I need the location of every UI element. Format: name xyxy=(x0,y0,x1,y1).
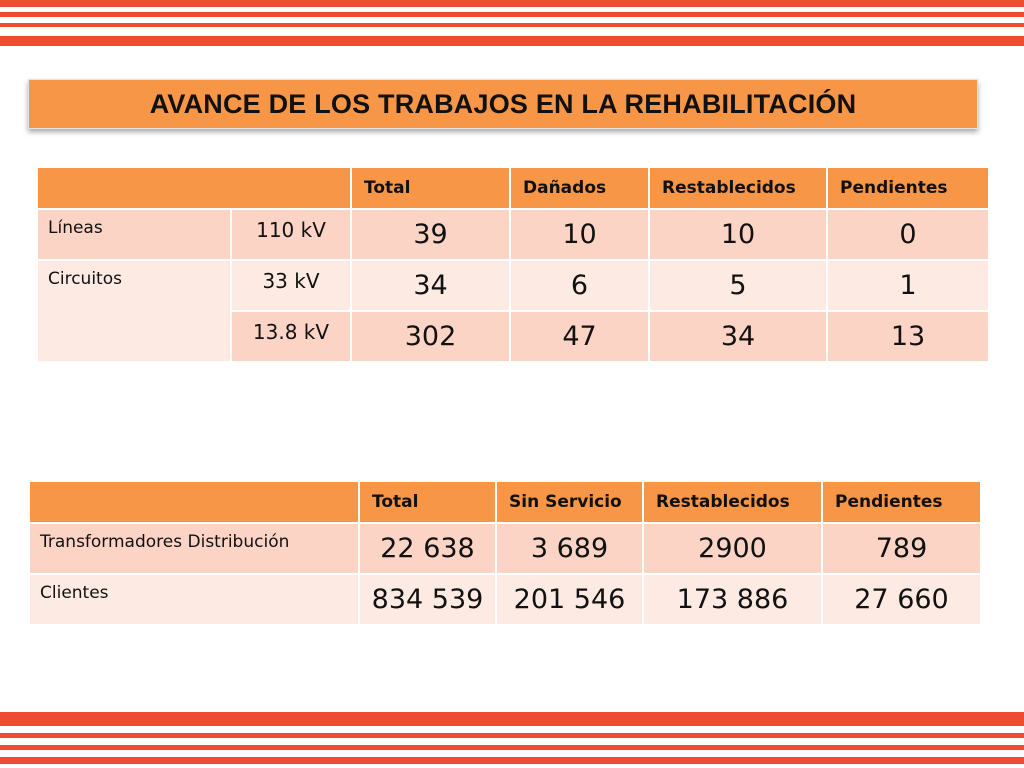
cell-danados: 6 xyxy=(509,259,650,312)
bottom-stripes xyxy=(0,712,1024,768)
table-header-row: Total Dañados Restablecidos Pendientes xyxy=(36,166,990,210)
table-row: 13.8 kV 302 47 34 13 xyxy=(37,310,990,363)
cell-restablecidos: 34 xyxy=(648,310,828,363)
cell-pendientes: 1 xyxy=(826,259,990,312)
cell-danados: 10 xyxy=(509,208,650,261)
cell-total: 834 539 xyxy=(358,573,497,626)
cell-pendientes: 789 xyxy=(821,522,982,575)
cell-pendientes: 27 660 xyxy=(821,573,982,626)
title-banner: AVANCE DE LOS TRABAJOS EN LA REHABILITAC… xyxy=(28,79,978,129)
header-total: Total xyxy=(358,480,497,524)
header-pendientes: Pendientes xyxy=(826,166,990,210)
table-row: Clientes 834 539 201 546 173 886 27 660 xyxy=(28,573,982,626)
cell-pendientes: 0 xyxy=(826,208,990,261)
cell-total: 22 638 xyxy=(358,522,497,575)
cell-restablecidos: 5 xyxy=(648,259,828,312)
lines-circuits-table: Total Dañados Restablecidos Pendientes L… xyxy=(36,166,990,363)
row-category: Líneas xyxy=(36,208,232,261)
transformers-clients-table: Total Sin Servicio Restablecidos Pendien… xyxy=(28,480,982,626)
row-category: Transformadores Distribución xyxy=(28,522,360,575)
cell-restablecidos: 2900 xyxy=(642,522,823,575)
row-voltage: 13.8 kV xyxy=(230,310,352,363)
header-danados: Dañados xyxy=(509,166,650,210)
row-voltage: 33 kV xyxy=(230,259,352,312)
table-row: Líneas 110 kV 39 10 10 0 xyxy=(36,208,990,261)
cell-sin-servicio: 3 689 xyxy=(495,522,644,575)
page-title: AVANCE DE LOS TRABAJOS EN LA REHABILITAC… xyxy=(149,88,857,119)
cell-sin-servicio: 201 546 xyxy=(495,573,644,626)
header-pendientes: Pendientes xyxy=(821,480,982,524)
cell-total: 302 xyxy=(350,310,511,363)
cell-total: 39 xyxy=(350,208,511,261)
table-row: Circuitos 33 kV 34 6 5 1 xyxy=(36,259,990,363)
cell-restablecidos: 10 xyxy=(648,208,828,261)
header-empty-cell xyxy=(36,166,352,210)
header-restablecidos: Restablecidos xyxy=(642,480,823,524)
header-restablecidos: Restablecidos xyxy=(648,166,828,210)
row-category: Clientes xyxy=(28,573,360,626)
cell-restablecidos: 173 886 xyxy=(642,573,823,626)
header-sin-servicio: Sin Servicio xyxy=(495,480,644,524)
table-header-row: Total Sin Servicio Restablecidos Pendien… xyxy=(28,480,982,524)
top-stripes xyxy=(0,0,1024,50)
row-voltage: 110 kV xyxy=(230,208,352,261)
cell-pendientes: 13 xyxy=(826,310,990,363)
cell-total: 34 xyxy=(350,259,511,312)
header-total: Total xyxy=(350,166,511,210)
row-category: Circuitos xyxy=(36,259,232,363)
cell-danados: 47 xyxy=(509,310,650,363)
table-row: Transformadores Distribución 22 638 3 68… xyxy=(28,522,982,575)
header-empty-cell xyxy=(28,480,360,524)
